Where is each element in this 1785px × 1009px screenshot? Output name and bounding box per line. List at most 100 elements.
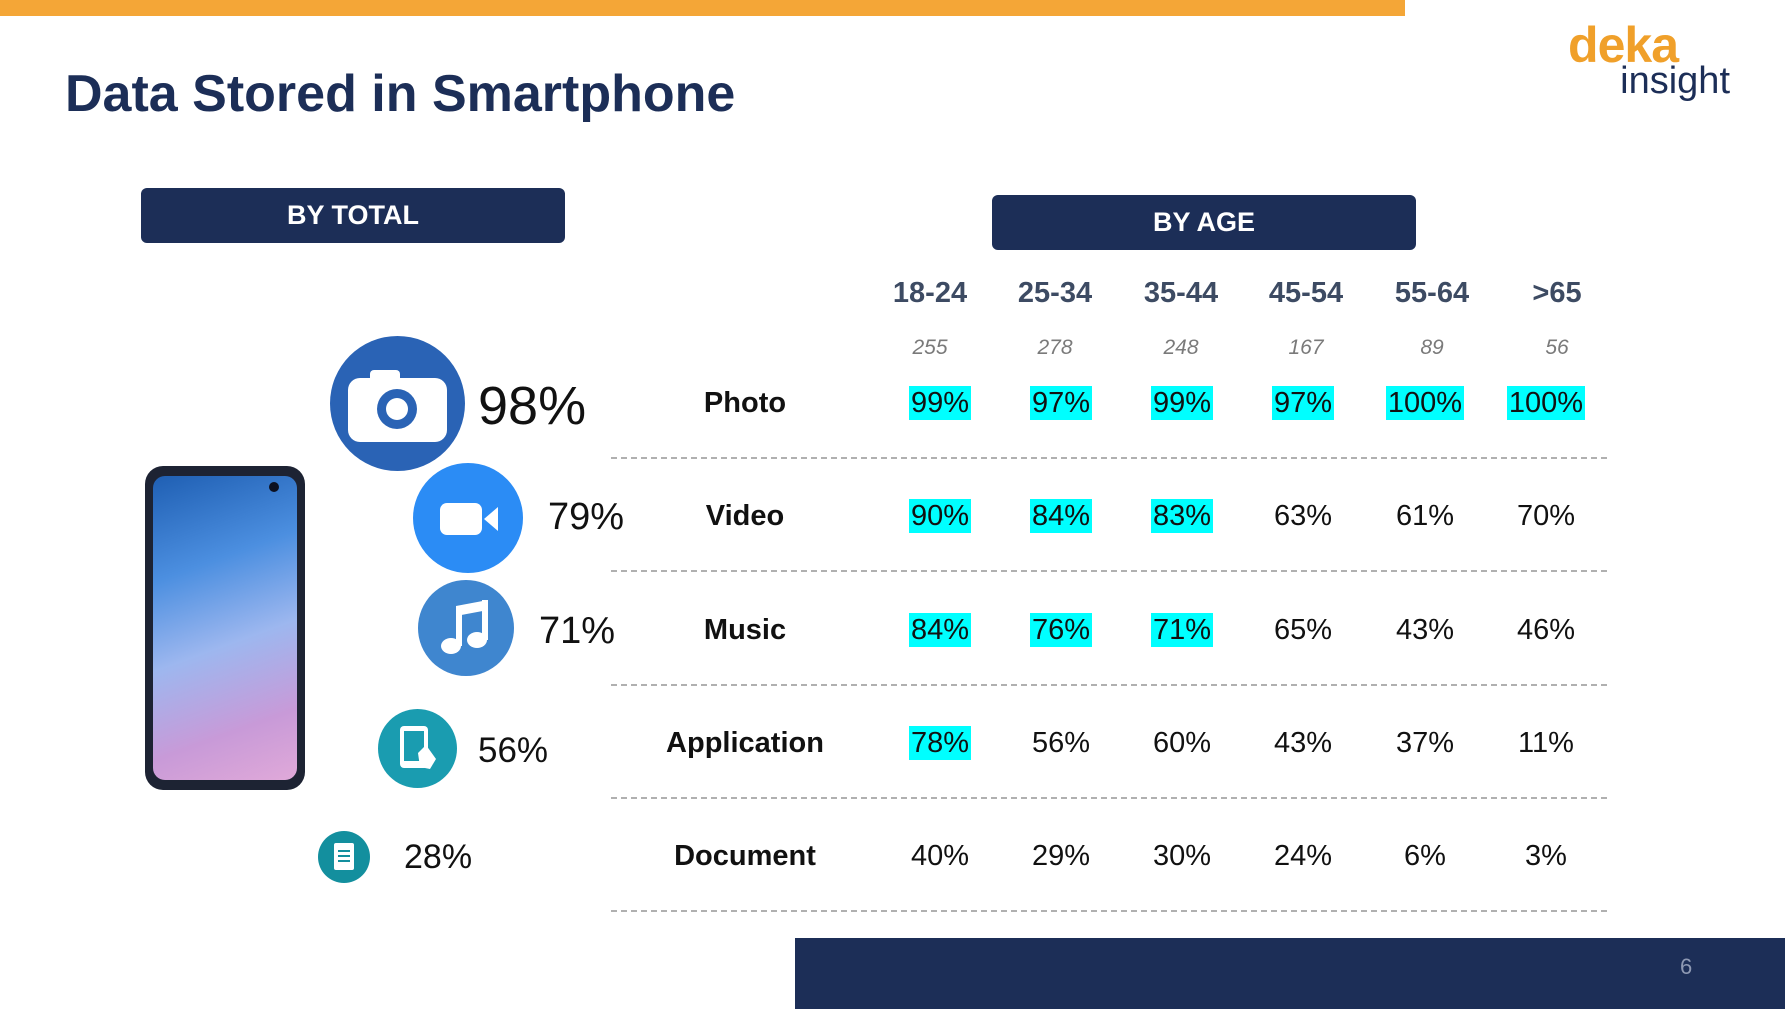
cell-value: 78%: [908, 726, 972, 760]
table-cell: 6%: [1370, 840, 1480, 873]
document-icon: [318, 831, 370, 883]
phone-camera-dot: [269, 482, 279, 492]
camera-icon: [330, 336, 465, 471]
phone-screen: [153, 476, 297, 780]
table-cell: 43%: [1248, 727, 1358, 760]
table-cell: 63%: [1248, 500, 1358, 533]
logo-text-deka: deka: [1568, 17, 1679, 73]
row-label-music: Music: [703, 614, 787, 646]
page-number: 6: [1680, 954, 1693, 979]
age-header: 35-44: [1143, 277, 1219, 309]
table-cell: 70%: [1491, 500, 1601, 533]
cell-value: 40%: [910, 840, 970, 872]
table-cell: 60%: [1127, 727, 1237, 760]
age-sample-size: 278: [1037, 336, 1073, 359]
age-header: 18-24: [892, 277, 968, 309]
page-title: Data Stored in Smartphone: [65, 65, 736, 123]
total-video: 79%: [548, 496, 625, 538]
row-divider: [611, 457, 1607, 459]
row-divider: [611, 910, 1607, 912]
by-age-header: BY AGE: [992, 195, 1416, 250]
logo-text-insight: insight: [1620, 60, 1730, 102]
cell-value: 63%: [1273, 500, 1333, 532]
by-total-header: BY TOTAL: [141, 188, 565, 243]
top-accent-bar: [0, 0, 1405, 16]
table-cell: 11%: [1491, 727, 1601, 760]
cell-value: 46%: [1516, 614, 1576, 646]
table-cell: 29%: [1006, 840, 1116, 873]
cell-value: 11%: [1518, 727, 1574, 759]
table-cell: 99%: [1127, 386, 1237, 420]
cell-value: 99%: [1150, 386, 1214, 420]
total-photo: 98%: [478, 376, 587, 436]
total-music: 71%: [539, 610, 616, 652]
age-sample-size: 56: [1545, 336, 1569, 359]
table-cell: 83%: [1127, 499, 1237, 533]
cell-value: 30%: [1152, 840, 1212, 872]
age-sample-size: 167: [1288, 336, 1324, 359]
cell-value: 60%: [1152, 727, 1212, 759]
age-sample-size: 89: [1420, 336, 1444, 359]
cell-value: 90%: [908, 499, 972, 533]
cell-value: 76%: [1029, 613, 1093, 647]
cell-value: 29%: [1031, 840, 1091, 872]
table-cell: 3%: [1491, 840, 1601, 873]
table-cell: 84%: [885, 613, 995, 647]
age-sample-size: 255: [912, 336, 948, 359]
row-divider: [611, 797, 1607, 799]
row-label-photo: Photo: [703, 387, 787, 419]
cell-value: 99%: [908, 386, 972, 420]
cell-value: 71%: [1150, 613, 1214, 647]
table-cell: 61%: [1370, 500, 1480, 533]
table-cell: 84%: [1006, 499, 1116, 533]
music-note-icon: [418, 580, 514, 676]
table-cell: 43%: [1370, 614, 1480, 647]
cell-value: 43%: [1395, 614, 1455, 646]
table-cell: 40%: [885, 840, 995, 873]
cell-value: 97%: [1271, 386, 1335, 420]
table-cell: 78%: [885, 726, 995, 760]
table-cell: 90%: [885, 499, 995, 533]
cell-value: 83%: [1150, 499, 1214, 533]
total-application: 56%: [478, 731, 549, 770]
table-cell: 76%: [1006, 613, 1116, 647]
table-cell: 99%: [885, 386, 995, 420]
deka-insight-logo: deka insight: [1520, 16, 1730, 106]
table-cell: 71%: [1127, 613, 1237, 647]
age-header: 55-64: [1394, 277, 1470, 309]
age-header: >65: [1532, 277, 1582, 309]
row-divider: [611, 570, 1607, 572]
cell-value: 70%: [1516, 500, 1576, 532]
age-header: 25-34: [1017, 277, 1093, 309]
table-cell: 24%: [1248, 840, 1358, 873]
table-cell: 100%: [1491, 386, 1601, 420]
age-header: 45-54: [1268, 277, 1344, 309]
cell-value: 6%: [1404, 840, 1446, 872]
cell-value: 97%: [1029, 386, 1093, 420]
row-label-document: Document: [674, 840, 816, 872]
cell-value: 56%: [1031, 727, 1091, 759]
table-cell: 37%: [1370, 727, 1480, 760]
table-cell: 97%: [1248, 386, 1358, 420]
cell-value: 100%: [1506, 386, 1586, 420]
row-label-application: Application: [666, 727, 824, 759]
cell-value: 3%: [1525, 840, 1567, 872]
table-cell: 56%: [1006, 727, 1116, 760]
cell-value: 24%: [1273, 840, 1333, 872]
cell-value: 65%: [1273, 614, 1333, 646]
table-cell: 30%: [1127, 840, 1237, 873]
tablet-touch-icon: [378, 709, 457, 788]
row-label-video: Video: [705, 500, 785, 532]
total-document: 28%: [404, 838, 473, 876]
cell-value: 37%: [1395, 727, 1455, 759]
age-sample-size: 248: [1163, 336, 1199, 359]
cell-value: 84%: [1029, 499, 1093, 533]
row-divider: [611, 684, 1607, 686]
cell-value: 100%: [1385, 386, 1465, 420]
cell-value: 43%: [1273, 727, 1333, 759]
table-cell: 100%: [1370, 386, 1480, 420]
smartphone-illustration: [145, 466, 305, 790]
video-camera-icon: [413, 463, 523, 573]
table-cell: 46%: [1491, 614, 1601, 647]
table-cell: 97%: [1006, 386, 1116, 420]
